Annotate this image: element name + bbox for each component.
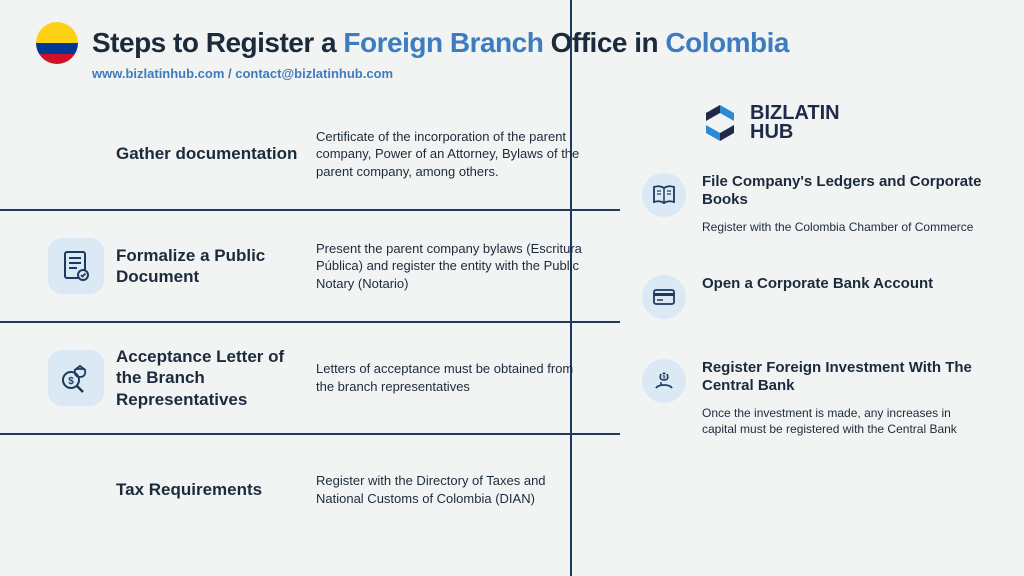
step-title: Gather documentation [116,143,316,164]
title-pre: Steps to Register a [92,27,343,58]
logo-mark-icon [700,103,740,143]
step-title: Acceptance Letter of the Branch Represen… [116,346,316,410]
icon-slot [36,238,116,294]
right-item-title: File Company's Ledgers and Corporate Boo… [702,173,986,209]
right-column: BIZLATIN HUB File Company's L [606,99,986,539]
right-item-title: Open a Corporate Bank Account [702,275,933,293]
money-search-icon: $ [48,350,104,406]
title-accent2: Colombia [665,27,789,58]
right-item: File Company's Ledgers and Corporate Boo… [642,173,986,235]
flag-stripe-blue [36,43,78,54]
right-item-body: Register Foreign Investment With The Cen… [702,359,986,437]
logo: BIZLATIN HUB [700,103,986,143]
card-icon [642,275,686,319]
flag-stripe-yellow [36,22,78,43]
right-item-desc: Once the investment is made, any increas… [702,405,986,437]
step-row: Gather documentation Certificate of the … [36,99,606,209]
contact-line: www.bizlatinhub.com / contact@bizlatinhu… [92,66,988,81]
step-title: Tax Requirements [116,479,316,500]
title-mid: Office in [543,27,665,58]
step-desc: Certificate of the incorporation of the … [316,128,586,181]
header: Steps to Register a Foreign Branch Offic… [36,22,988,64]
logo-text: BIZLATIN HUB [750,104,840,142]
page: Steps to Register a Foreign Branch Offic… [0,0,1024,576]
document-icon [48,238,104,294]
logo-line2: HUB [750,123,840,142]
svg-text:$: $ [663,375,666,381]
step-row: Tax Requirements Register with the Direc… [36,435,606,545]
left-column: Gather documentation Certificate of the … [36,99,606,539]
svg-text:$: $ [68,376,74,387]
step-title: Formalize a Public Document [116,245,316,288]
right-item-title: Register Foreign Investment With The Cen… [702,359,986,395]
icon-slot: $ [36,350,116,406]
right-item: Open a Corporate Bank Account [642,275,986,319]
flag-stripe-red [36,54,78,65]
content-wrap: Gather documentation Certificate of the … [36,99,988,539]
step-desc: Letters of acceptance must be obtained f… [316,360,586,395]
right-item-body: File Company's Ledgers and Corporate Boo… [702,173,986,235]
right-item-body: Open a Corporate Bank Account [702,275,933,319]
title-accent1: Foreign Branch [343,27,543,58]
right-item: $ Register Foreign Investment With The C… [642,359,986,437]
invest-icon: $ [642,359,686,403]
right-item-desc: Register with the Colombia Chamber of Co… [702,219,986,235]
page-title: Steps to Register a Foreign Branch Offic… [92,27,789,59]
step-row: $ Acceptance Letter of the Branch Repres… [36,323,606,433]
step-desc: Present the parent company bylaws (Escri… [316,240,586,293]
book-icon [642,173,686,217]
step-desc: Register with the Directory of Taxes and… [316,472,586,507]
colombia-flag-icon [36,22,78,64]
step-row: Formalize a Public Document Present the … [36,211,606,321]
